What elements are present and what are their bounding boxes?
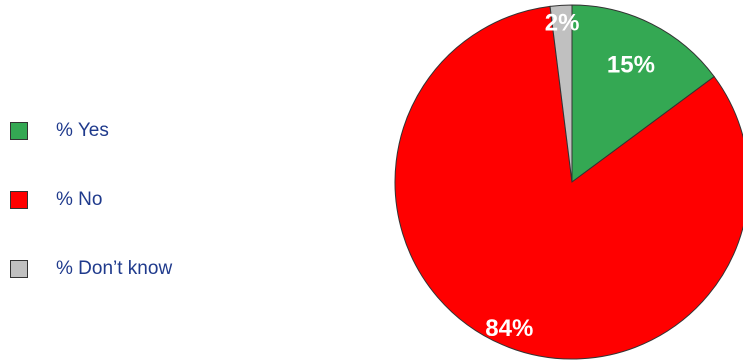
legend-label-dont-know: % Don’t know <box>56 258 173 279</box>
legend-label-no: % No <box>56 189 103 210</box>
legend-swatch-no <box>10 191 28 209</box>
pie-slice-yes <box>571 4 715 183</box>
pie-label-yes: 15% <box>607 52 655 79</box>
pie-label-no: 84% <box>485 315 533 342</box>
legend-item-yes: % Yes <box>10 118 172 144</box>
legend-swatch-dont-know <box>10 260 28 278</box>
pie-slices <box>394 4 743 360</box>
legend-label-yes: % Yes <box>56 120 109 141</box>
pie-labels: 15% 84% 2% <box>485 10 655 342</box>
pie-label-dont-know: 2% <box>545 10 580 37</box>
legend-item-no: % No <box>10 187 172 213</box>
pie-slice-no <box>394 5 743 360</box>
pie-slice-dont-know <box>549 4 573 183</box>
legend-item-dont-know: % Don’t know <box>10 256 172 282</box>
legend: % Yes % No % Don’t know <box>10 118 172 325</box>
legend-swatch-yes <box>10 122 28 140</box>
